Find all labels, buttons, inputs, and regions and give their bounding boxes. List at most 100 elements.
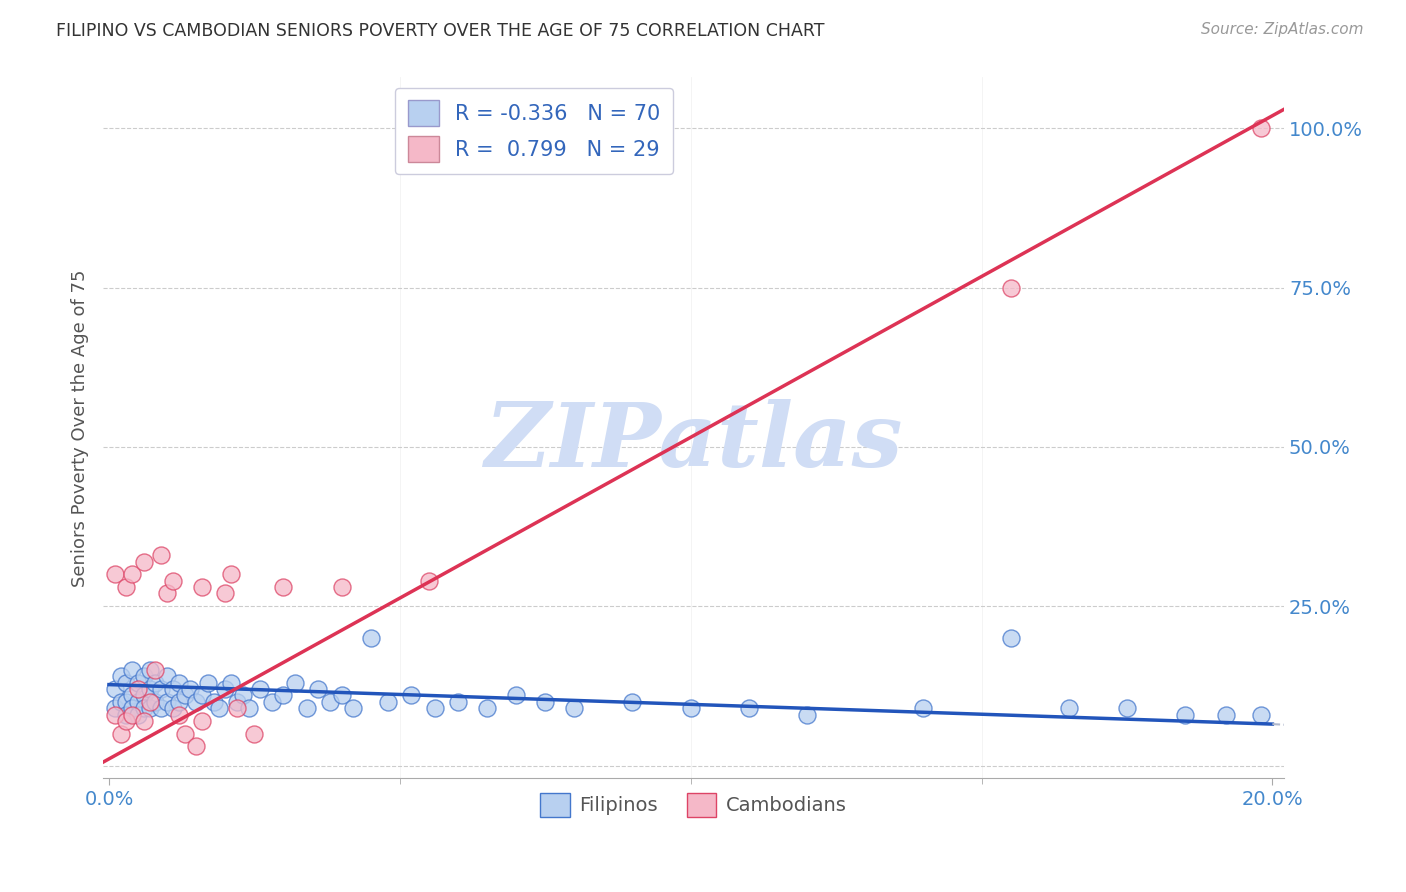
Point — [418, 574, 440, 588]
Point — [319, 695, 342, 709]
Point — [214, 681, 236, 696]
Point — [138, 663, 160, 677]
Point — [505, 689, 527, 703]
Point — [156, 695, 179, 709]
Point — [912, 701, 935, 715]
Point — [156, 669, 179, 683]
Point — [115, 714, 138, 728]
Point — [219, 567, 242, 582]
Point — [110, 695, 132, 709]
Point — [156, 586, 179, 600]
Point — [173, 726, 195, 740]
Text: Source: ZipAtlas.com: Source: ZipAtlas.com — [1201, 22, 1364, 37]
Point — [138, 701, 160, 715]
Point — [121, 701, 143, 715]
Point — [307, 681, 329, 696]
Point — [167, 695, 190, 709]
Point — [127, 681, 149, 696]
Point — [1250, 121, 1272, 136]
Point — [1215, 707, 1237, 722]
Point — [104, 567, 127, 582]
Point — [796, 707, 818, 722]
Text: FILIPINO VS CAMBODIAN SENIORS POVERTY OVER THE AGE OF 75 CORRELATION CHART: FILIPINO VS CAMBODIAN SENIORS POVERTY OV… — [56, 22, 825, 40]
Point — [249, 681, 271, 696]
Point — [145, 695, 167, 709]
Point — [132, 714, 155, 728]
Point — [423, 701, 446, 715]
Point — [162, 574, 184, 588]
Point — [121, 663, 143, 677]
Point — [342, 701, 364, 715]
Point — [167, 707, 190, 722]
Point — [115, 580, 138, 594]
Point — [150, 701, 173, 715]
Point — [260, 695, 283, 709]
Point — [197, 675, 219, 690]
Point — [214, 586, 236, 600]
Point — [191, 689, 214, 703]
Point — [295, 701, 318, 715]
Point — [208, 701, 231, 715]
Point — [273, 580, 295, 594]
Point — [191, 714, 214, 728]
Legend: Filipinos, Cambodians: Filipinos, Cambodians — [533, 785, 855, 824]
Point — [110, 726, 132, 740]
Point — [232, 689, 254, 703]
Point — [238, 701, 260, 715]
Text: ZIPatlas: ZIPatlas — [485, 399, 903, 485]
Point — [173, 689, 195, 703]
Point — [562, 701, 585, 715]
Point — [138, 681, 160, 696]
Point — [243, 726, 266, 740]
Point — [104, 701, 127, 715]
Point — [121, 567, 143, 582]
Point — [115, 695, 138, 709]
Point — [1057, 701, 1080, 715]
Point — [377, 695, 399, 709]
Point — [115, 675, 138, 690]
Point — [127, 707, 149, 722]
Point — [273, 689, 295, 703]
Point — [534, 695, 557, 709]
Point — [104, 707, 127, 722]
Point — [110, 669, 132, 683]
Point — [186, 739, 208, 754]
Point — [1116, 701, 1139, 715]
Point — [162, 701, 184, 715]
Point — [132, 689, 155, 703]
Point — [132, 669, 155, 683]
Point — [226, 695, 249, 709]
Point — [132, 701, 155, 715]
Point — [202, 695, 225, 709]
Point — [738, 701, 761, 715]
Point — [621, 695, 644, 709]
Point — [138, 695, 160, 709]
Point — [330, 689, 353, 703]
Point — [115, 707, 138, 722]
Point — [284, 675, 307, 690]
Point — [132, 555, 155, 569]
Point — [1174, 707, 1197, 722]
Point — [1000, 281, 1022, 295]
Point — [186, 695, 208, 709]
Point — [401, 689, 423, 703]
Point — [226, 701, 249, 715]
Point — [150, 681, 173, 696]
Point — [162, 681, 184, 696]
Point — [219, 675, 242, 690]
Point — [150, 548, 173, 562]
Point — [145, 675, 167, 690]
Point — [475, 701, 498, 715]
Point — [191, 580, 214, 594]
Point — [1250, 707, 1272, 722]
Point — [447, 695, 470, 709]
Point — [104, 681, 127, 696]
Point — [127, 695, 149, 709]
Point — [121, 707, 143, 722]
Point — [121, 689, 143, 703]
Y-axis label: Seniors Poverty Over the Age of 75: Seniors Poverty Over the Age of 75 — [72, 269, 89, 587]
Point — [679, 701, 702, 715]
Point — [360, 631, 382, 645]
Point — [145, 663, 167, 677]
Point — [167, 675, 190, 690]
